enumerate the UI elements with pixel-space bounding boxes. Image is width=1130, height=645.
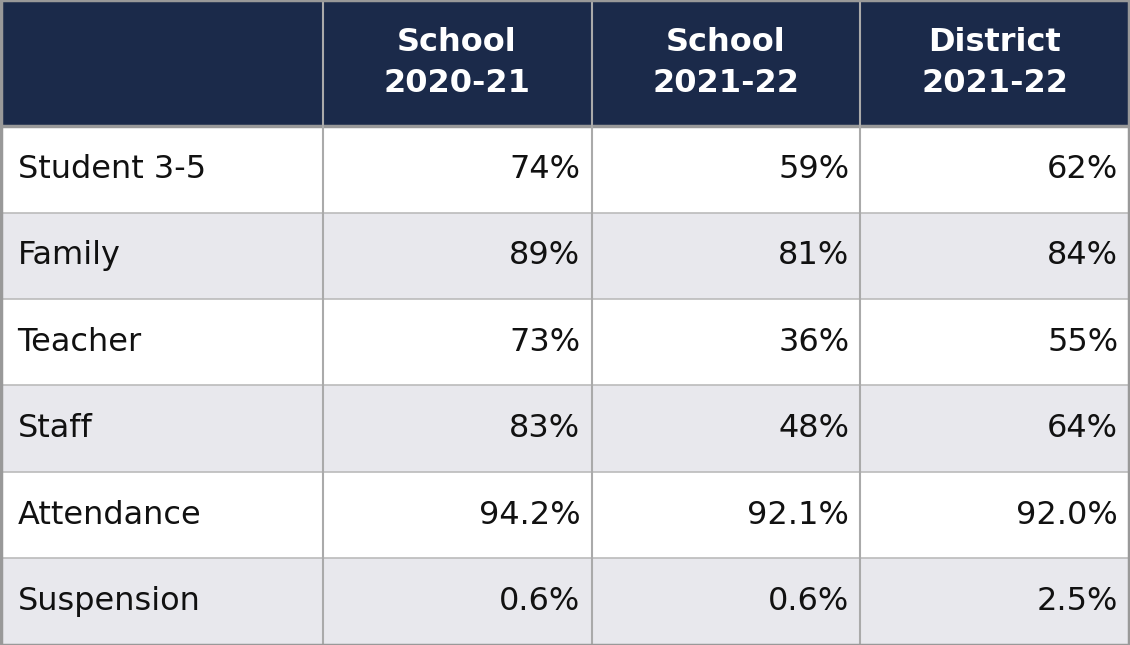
Text: Attendance: Attendance	[18, 499, 201, 531]
Bar	[592, 559, 861, 645]
Text: 81%: 81%	[777, 240, 850, 272]
Text: 89%: 89%	[510, 240, 581, 272]
Text: 94.2%: 94.2%	[479, 499, 581, 531]
Bar	[861, 126, 1130, 213]
Text: 74%: 74%	[510, 154, 581, 185]
Text: School
2021-22: School 2021-22	[652, 27, 800, 99]
Text: 62%: 62%	[1046, 154, 1118, 185]
Text: 92.1%: 92.1%	[747, 499, 850, 531]
Text: 59%: 59%	[779, 154, 850, 185]
Bar	[1, 299, 323, 386]
Text: 55%: 55%	[1048, 326, 1118, 358]
Bar	[323, 213, 592, 299]
Bar	[323, 559, 592, 645]
Text: 84%: 84%	[1048, 240, 1118, 272]
Bar	[861, 213, 1130, 299]
Bar	[1, 126, 323, 213]
Bar	[861, 559, 1130, 645]
Bar	[592, 472, 861, 559]
Bar	[323, 299, 592, 386]
Bar	[861, 386, 1130, 472]
Text: District
2021-22: District 2021-22	[921, 27, 1069, 99]
Bar	[861, 299, 1130, 386]
Text: 48%: 48%	[779, 413, 850, 444]
Text: 92.0%: 92.0%	[1016, 499, 1118, 531]
Text: 64%: 64%	[1048, 413, 1118, 444]
Bar	[1, 386, 323, 472]
Bar	[861, 0, 1130, 126]
Text: 0.6%: 0.6%	[768, 586, 850, 617]
Bar	[592, 213, 861, 299]
Text: 36%: 36%	[779, 326, 850, 358]
Text: 2.5%: 2.5%	[1036, 586, 1118, 617]
Text: School
2020-21: School 2020-21	[383, 27, 531, 99]
Bar	[1, 472, 323, 559]
Bar	[592, 386, 861, 472]
Bar	[592, 299, 861, 386]
Text: Teacher: Teacher	[18, 326, 141, 358]
Text: 0.6%: 0.6%	[499, 586, 581, 617]
Text: 73%: 73%	[510, 326, 581, 358]
Text: Student 3-5: Student 3-5	[18, 154, 206, 185]
Bar	[323, 472, 592, 559]
Bar	[1, 559, 323, 645]
Bar	[861, 472, 1130, 559]
Bar	[323, 0, 592, 126]
Bar	[323, 386, 592, 472]
Bar	[592, 0, 861, 126]
Bar	[592, 126, 861, 213]
Text: Suspension: Suspension	[18, 586, 200, 617]
Bar	[1, 0, 323, 126]
Text: 83%: 83%	[510, 413, 581, 444]
Bar	[323, 126, 592, 213]
Bar	[1, 213, 323, 299]
Text: Family: Family	[18, 240, 121, 272]
Text: Staff: Staff	[18, 413, 93, 444]
